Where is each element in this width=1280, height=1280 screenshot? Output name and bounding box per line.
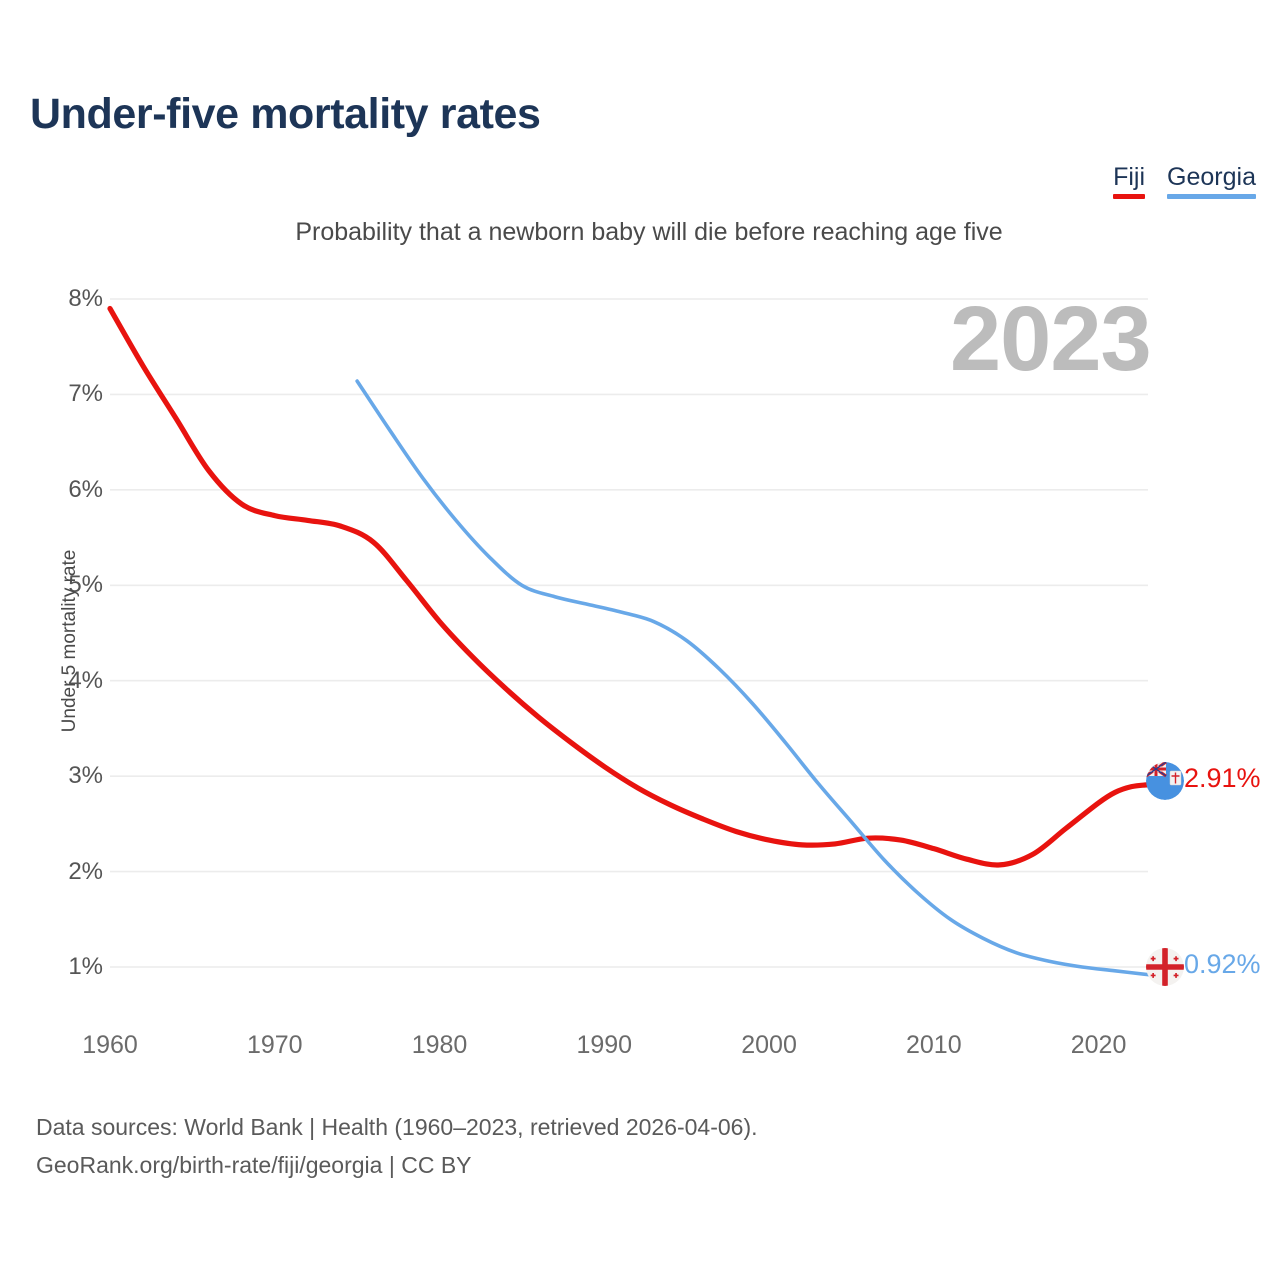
series-line-georgia: [355, 379, 1150, 977]
x-tick-label: 1980: [411, 1031, 468, 1059]
legend-item-georgia[interactable]: Georgia: [1167, 162, 1256, 199]
chart-subtitle: Probability that a newborn baby will die…: [295, 218, 1003, 246]
series-line-fiji: [107, 305, 1151, 868]
legend-item-fiji[interactable]: Fiji: [1113, 162, 1146, 199]
legend-color-rule-fiji: [1113, 194, 1146, 199]
legend-label-fiji: Fiji: [1113, 163, 1146, 191]
y-tick-label: 7%: [68, 380, 103, 408]
y-tick-label: 3%: [68, 762, 103, 790]
y-axis-title: Under 5 mortality rate: [59, 549, 80, 733]
y-tick-label: 6%: [68, 475, 103, 503]
chart-legend: Fiji Georgia: [1113, 162, 1256, 199]
legend-label-georgia: Georgia: [1167, 163, 1256, 191]
georgia-flag-icon: [1146, 948, 1184, 986]
end-value-label-georgia: 0.92%: [1184, 949, 1261, 979]
y-tick-label: 5%: [68, 571, 103, 599]
legend-color-rule-georgia: [1167, 194, 1256, 199]
y-tick-label: 2%: [68, 857, 103, 885]
page-title: Under-five mortality rates: [30, 90, 541, 138]
x-tick-label: 2020: [1070, 1031, 1127, 1059]
x-tick-label: 2010: [905, 1031, 962, 1059]
footer: Data sources: World Bank | Health (1960–…: [36, 1108, 758, 1184]
x-tick-label: 1990: [576, 1031, 633, 1059]
x-tick-label: 1970: [246, 1031, 303, 1059]
footer-attribution: GeoRank.org/birth-rate/fiji/georgia | CC…: [36, 1152, 472, 1178]
y-tick-label: 1%: [68, 953, 103, 980]
x-tick-label: 2000: [741, 1031, 797, 1059]
y-tick-label: 4%: [68, 666, 103, 694]
x-tick-label: 1960: [82, 1031, 138, 1059]
end-value-label-fiji: 2.91%: [1184, 763, 1261, 793]
footer-data-sources: Data sources: World Bank | Health (1960–…: [36, 1114, 758, 1140]
fiji-flag-icon: [1146, 762, 1184, 800]
year-watermark: 2023: [950, 288, 1152, 390]
y-tick-label: 8%: [68, 285, 103, 312]
